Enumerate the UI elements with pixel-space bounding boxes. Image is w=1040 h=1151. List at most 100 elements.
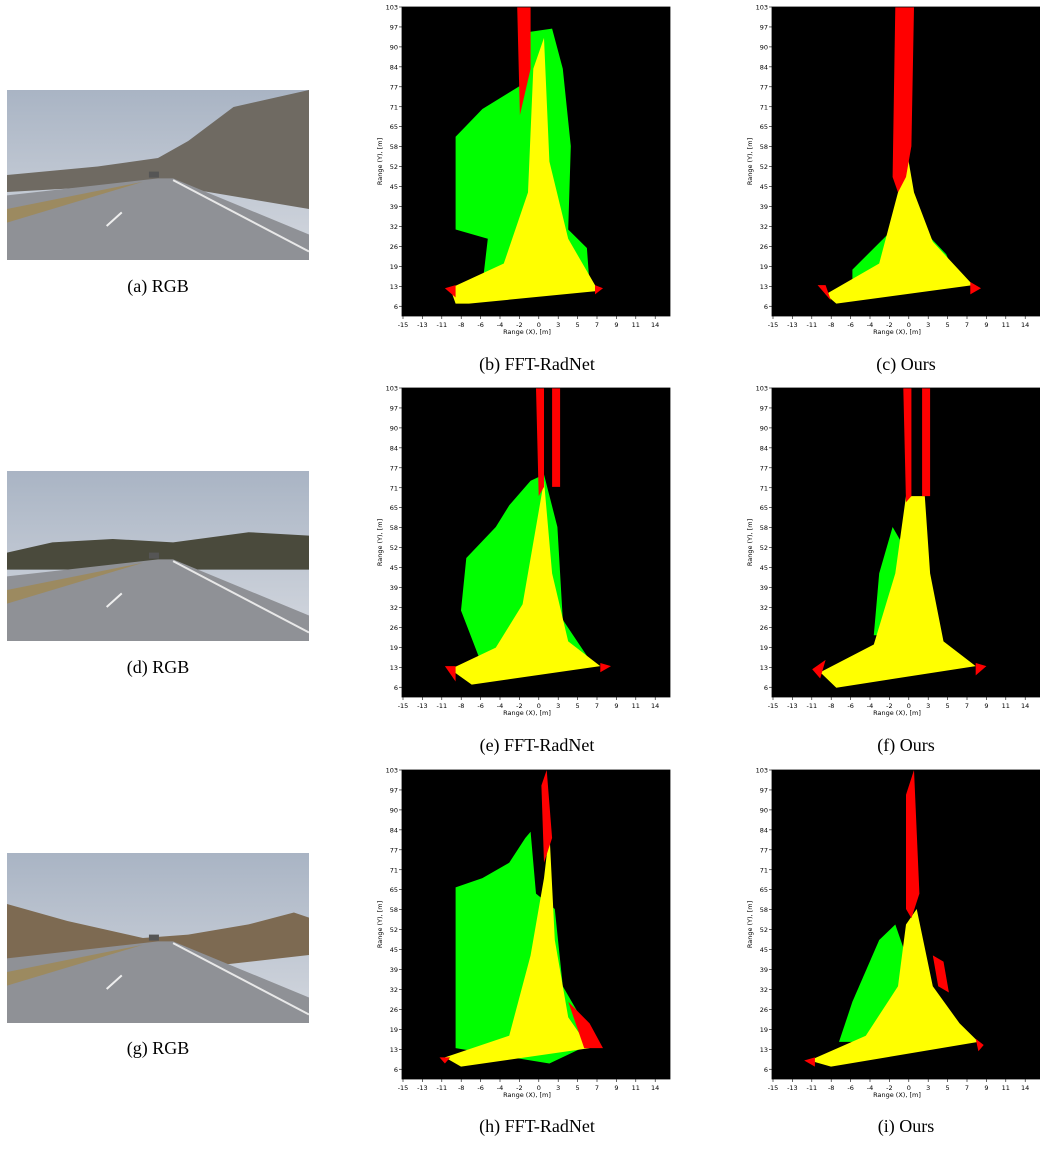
y-tick-label: 97 (760, 786, 768, 794)
y-tick-label: 103 (756, 767, 768, 775)
y-tick-label: 90 (390, 806, 398, 814)
x-tick-label: 3 (926, 702, 930, 710)
y-tick-label: 13 (760, 1046, 768, 1054)
y-tick-label: 65 (390, 504, 398, 512)
y-tick-label: 19 (760, 644, 768, 652)
caption: (d) RGB (127, 657, 190, 678)
caption: (g) RGB (127, 1038, 190, 1059)
y-tick-label: 77 (760, 464, 768, 472)
y-tick-label: 19 (760, 1026, 768, 1034)
x-tick-label: -11 (806, 321, 817, 329)
y-tick-label: 84 (760, 444, 768, 452)
y-tick-label: 71 (760, 484, 768, 492)
y-tick-label: 45 (760, 564, 768, 572)
caption: (h) FFT-RadNet (479, 1116, 595, 1137)
y-tick-label: 84 (760, 826, 768, 834)
x-axis-label: Range (X), [m] (873, 709, 921, 717)
y-axis-label: Range (Y), [m] (376, 901, 384, 948)
x-tick-label: -8 (458, 1084, 464, 1092)
x-tick-label: 3 (556, 702, 560, 710)
x-tick-label: -6 (477, 1084, 483, 1092)
caption: (b) FFT-RadNet (479, 354, 595, 375)
x-tick-label: -11 (436, 702, 447, 710)
x-tick-label: 3 (556, 321, 560, 329)
x-tick-label: 14 (651, 321, 659, 329)
y-tick-label: 32 (760, 604, 768, 612)
segmentation-plot: 10397908477716558524539322619136-15-13-1… (746, 4, 1040, 337)
y-tick-label: 84 (390, 826, 398, 834)
y-tick-label: 19 (390, 263, 398, 271)
x-tick-label: 5 (576, 702, 580, 710)
y-tick-label: 19 (760, 263, 768, 271)
x-axis-label: Range (X), [m] (873, 1091, 921, 1099)
x-tick-label: 3 (926, 1084, 930, 1092)
y-tick-label: 103 (756, 4, 768, 12)
x-tick-label: 7 (965, 321, 969, 329)
y-tick-label: 52 (760, 163, 768, 171)
x-tick-label: -8 (458, 702, 464, 710)
y-tick-label: 103 (386, 385, 398, 393)
x-tick-label: 5 (946, 321, 950, 329)
y-tick-label: 6 (394, 684, 398, 692)
figure: 10397908477716558524539322619136-15-13-1… (0, 0, 1040, 1146)
y-tick-label: 77 (390, 83, 398, 91)
x-tick-label: -8 (828, 1084, 834, 1092)
x-tick-label: 7 (595, 702, 599, 710)
y-tick-label: 58 (760, 143, 768, 151)
y-tick-label: 84 (390, 444, 398, 452)
x-tick-label: -15 (768, 1084, 779, 1092)
caption: (f) Ours (877, 735, 934, 756)
y-tick-label: 71 (390, 103, 398, 111)
segmentation-plot: 10397908477716558524539322619136-15-13-1… (746, 385, 1040, 718)
y-tick-label: 52 (390, 544, 398, 552)
y-tick-label: 45 (390, 946, 398, 954)
y-tick-label: 39 (760, 966, 768, 974)
y-tick-label: 84 (390, 63, 398, 71)
x-tick-label: 9 (984, 702, 988, 710)
segmentation-plot: 10397908477716558524539322619136-15-13-1… (376, 767, 670, 1100)
y-tick-label: 71 (760, 866, 768, 874)
y-tick-label: 65 (760, 504, 768, 512)
rgb-image (7, 90, 309, 260)
x-tick-label: 11 (1002, 321, 1010, 329)
y-tick-label: 13 (390, 664, 398, 672)
y-tick-label: 97 (760, 23, 768, 31)
y-tick-label: 71 (390, 484, 398, 492)
y-tick-label: 84 (760, 63, 768, 71)
x-tick-label: 3 (556, 1084, 560, 1092)
x-tick-label: 5 (576, 321, 580, 329)
y-tick-label: 26 (390, 1006, 398, 1014)
y-tick-label: 19 (390, 644, 398, 652)
x-tick-label: 7 (965, 1084, 969, 1092)
y-tick-label: 52 (760, 544, 768, 552)
x-tick-label: -6 (477, 702, 483, 710)
x-tick-label: 7 (595, 1084, 599, 1092)
y-tick-label: 77 (760, 83, 768, 91)
x-tick-label: 7 (965, 702, 969, 710)
y-tick-label: 32 (390, 223, 398, 231)
segmentation-plot: 10397908477716558524539322619136-15-13-1… (376, 4, 670, 337)
y-tick-label: 58 (390, 143, 398, 151)
y-axis-label: Range (Y), [m] (376, 519, 384, 566)
y-tick-label: 97 (390, 23, 398, 31)
y-tick-label: 39 (390, 966, 398, 974)
y-tick-label: 26 (390, 624, 398, 632)
y-tick-label: 90 (760, 43, 768, 51)
x-tick-label: -15 (398, 702, 409, 710)
drivable-red (552, 388, 560, 487)
y-tick-label: 58 (390, 524, 398, 532)
x-tick-label: -15 (398, 321, 409, 329)
y-axis-label: Range (Y), [m] (746, 519, 754, 566)
x-tick-label: -11 (436, 321, 447, 329)
x-tick-label: 9 (614, 321, 618, 329)
y-tick-label: 71 (390, 866, 398, 874)
y-tick-label: 6 (764, 303, 768, 311)
y-tick-label: 103 (386, 4, 398, 12)
y-tick-label: 58 (390, 906, 398, 914)
x-tick-label: -15 (398, 1084, 409, 1092)
y-tick-label: 26 (760, 1006, 768, 1014)
x-tick-label: -6 (847, 321, 853, 329)
y-tick-label: 13 (390, 283, 398, 291)
y-tick-label: 97 (390, 786, 398, 794)
x-tick-label: 9 (984, 321, 988, 329)
